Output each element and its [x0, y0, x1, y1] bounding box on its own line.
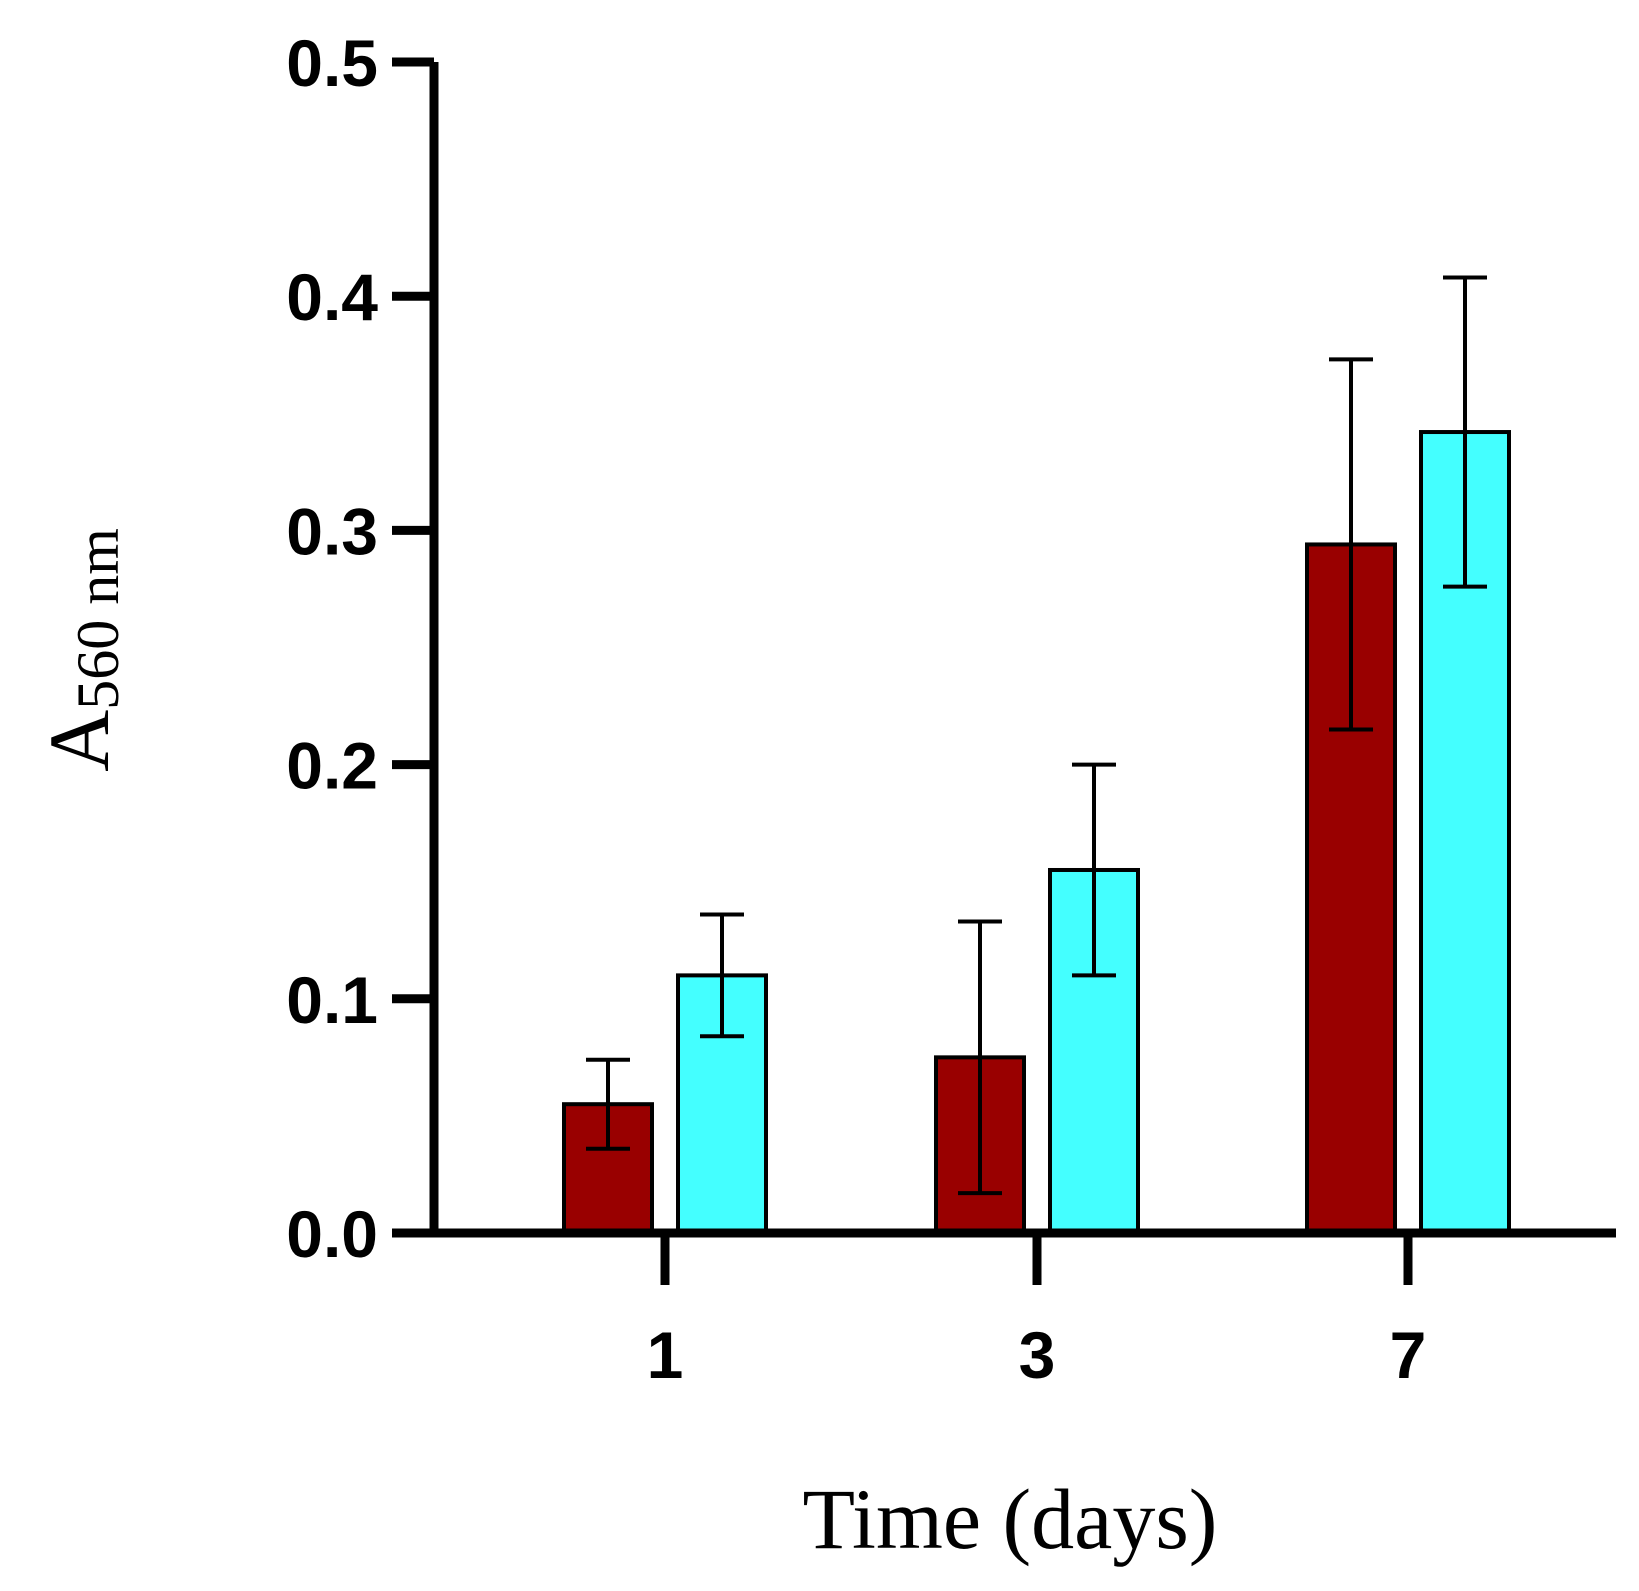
x-axis-title: Time (days): [803, 1471, 1218, 1567]
y-tick-label: 0.5: [286, 26, 378, 100]
y-tick-label: 0.1: [286, 963, 378, 1037]
x-tick-label: 7: [1390, 1318, 1427, 1392]
y-ticks-layer: 0.0 0.1 0.2 0.3 0.4 0.5: [286, 26, 434, 1271]
error-bars-layer: [586, 275, 1487, 1196]
x-tick-label: 1: [647, 1318, 684, 1392]
y-tick-label: 0.0: [286, 1197, 378, 1271]
x-ticks-layer: 1 3 7: [647, 1233, 1427, 1392]
y-tick-label: 0.4: [286, 260, 378, 334]
y-tick-label: 0.3: [286, 494, 378, 568]
y-tick-label: 0.2: [286, 729, 378, 803]
y-axis-title-main: A: [31, 710, 127, 772]
x-tick-label: 3: [1019, 1318, 1056, 1392]
y-axis-title-subscript: 560 nm: [65, 528, 131, 710]
bars-layer: [562, 430, 1511, 1235]
bar-series-2-day-1: [676, 973, 768, 1235]
y-axis-title: A560 nm: [31, 528, 131, 772]
